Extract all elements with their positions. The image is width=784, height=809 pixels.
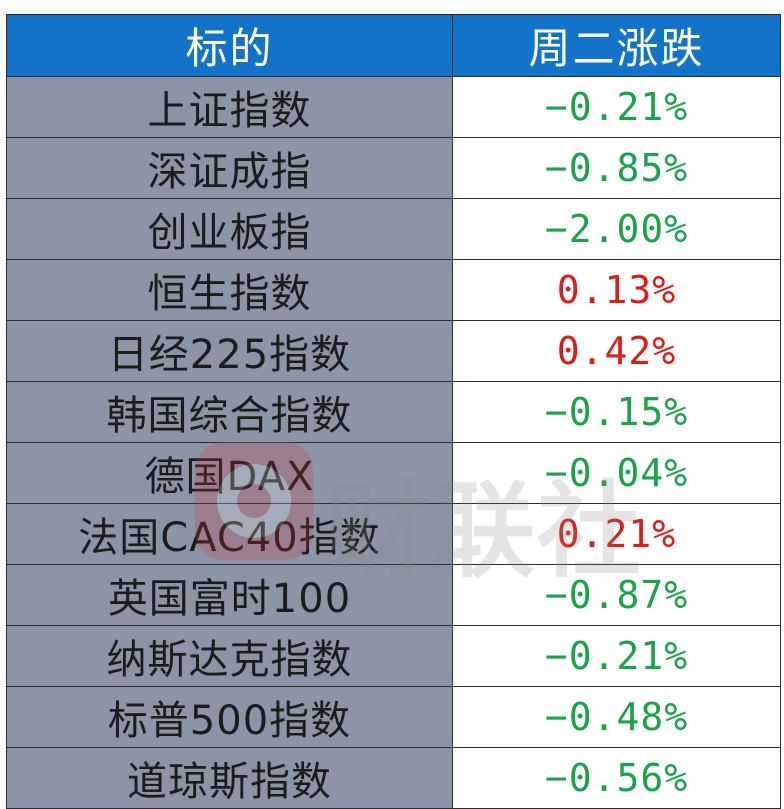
instrument-name: 纳斯达克指数 [6, 625, 453, 687]
table-row: 创业板指 −2.00% [6, 198, 781, 260]
change-value: −0.15% [452, 381, 781, 443]
table-row: 标普500指数 −0.48% [6, 686, 781, 748]
table-row: 恒生指数 0.13% [6, 259, 781, 321]
change-value: −0.85% [452, 137, 781, 199]
table-row: 道琼斯指数 −0.56% [6, 747, 781, 809]
instrument-name: 道琼斯指数 [6, 747, 453, 809]
change-value: 0.13% [452, 259, 781, 321]
change-value: −0.21% [452, 76, 781, 138]
header-instrument: 标的 [6, 14, 453, 77]
instrument-name: 深证成指 [6, 137, 453, 199]
instrument-name: 创业板指 [6, 198, 453, 260]
instrument-name: 法国CAC40指数 [6, 503, 453, 565]
table-row: 日经225指数 0.42% [6, 320, 781, 382]
table-row: 韩国综合指数 −0.15% [6, 381, 781, 443]
table-row: 上证指数 −0.21% [6, 76, 781, 138]
change-value: −0.04% [452, 442, 781, 504]
market-change-table: 标的 周二涨跌 上证指数 −0.21% 深证成指 −0.85% 创业板指 −2.00% 恒生… [6, 14, 781, 809]
instrument-name: 韩国综合指数 [6, 381, 453, 443]
instrument-name: 英国富时100 [6, 564, 453, 626]
instrument-name: 标普500指数 [6, 686, 453, 748]
change-value: −0.56% [452, 747, 781, 809]
table-header-row: 标的 周二涨跌 [6, 14, 781, 77]
change-value: −0.87% [452, 564, 781, 626]
change-value: 0.42% [452, 320, 781, 382]
instrument-name: 恒生指数 [6, 259, 453, 321]
table-row: 纳斯达克指数 −0.21% [6, 625, 781, 687]
table-row: 法国CAC40指数 0.21% [6, 503, 781, 565]
change-value: −0.48% [452, 686, 781, 748]
table-row: 德国DAX −0.04% [6, 442, 781, 504]
instrument-name: 上证指数 [6, 76, 453, 138]
change-value: −2.00% [452, 198, 781, 260]
table-row: 深证成指 −0.85% [6, 137, 781, 199]
instrument-name: 日经225指数 [6, 320, 453, 382]
header-tuesday-change: 周二涨跌 [452, 14, 781, 77]
change-value: −0.21% [452, 625, 781, 687]
instrument-name: 德国DAX [6, 442, 453, 504]
table-row: 英国富时100 −0.87% [6, 564, 781, 626]
change-value: 0.21% [452, 503, 781, 565]
